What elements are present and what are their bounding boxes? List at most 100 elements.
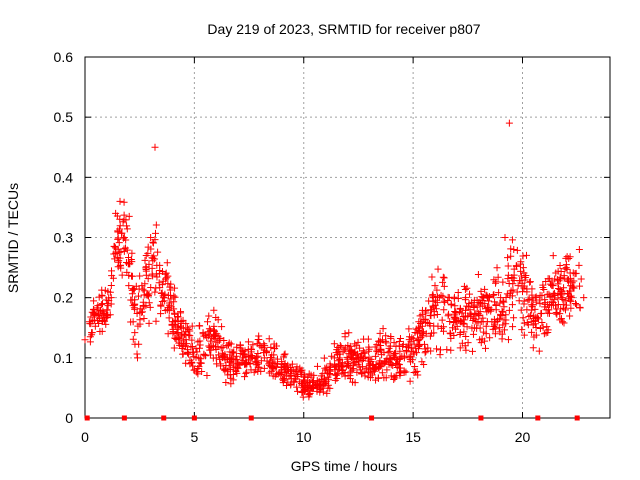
scatter-point bbox=[508, 236, 516, 244]
scatter-point bbox=[220, 337, 228, 345]
scatter-point bbox=[481, 285, 489, 293]
scatter-point bbox=[560, 284, 568, 292]
scatter-point bbox=[136, 272, 144, 280]
data-point bbox=[514, 282, 522, 290]
scatter-point bbox=[123, 225, 131, 233]
scatter-point bbox=[518, 272, 526, 280]
scatter-point bbox=[553, 309, 561, 317]
axis-ticks: 0 5 10 15 20 0 0.1 0.2 0.3 0.4 0.5 0.6 bbox=[54, 49, 610, 445]
scatter-point bbox=[450, 332, 458, 340]
scatter-point bbox=[444, 297, 452, 305]
scatter-point bbox=[572, 299, 580, 307]
data-point bbox=[435, 294, 443, 302]
scatter-point bbox=[469, 314, 477, 322]
scatter-point bbox=[538, 292, 546, 300]
data-point bbox=[558, 294, 566, 302]
data-point bbox=[370, 366, 378, 374]
scatter-point bbox=[545, 309, 553, 317]
data-point bbox=[274, 360, 281, 368]
scatter-point bbox=[568, 294, 576, 302]
scatter-point bbox=[170, 344, 178, 352]
data-point bbox=[449, 324, 456, 332]
data-point bbox=[519, 288, 526, 296]
scatter-point bbox=[345, 329, 353, 337]
scatter-point bbox=[288, 360, 296, 368]
scatter-point bbox=[155, 279, 163, 287]
scatter-point bbox=[281, 361, 289, 369]
zero-marker bbox=[369, 415, 375, 421]
scatter-point bbox=[129, 285, 137, 293]
scatter-point bbox=[446, 318, 454, 326]
scatter-point bbox=[183, 346, 191, 354]
scatter-point bbox=[565, 277, 573, 285]
scatter-point bbox=[532, 331, 540, 339]
data-point bbox=[190, 366, 198, 374]
scatter-point bbox=[216, 355, 224, 363]
data-point bbox=[94, 312, 102, 320]
scatter-point bbox=[521, 273, 529, 281]
scatter-point bbox=[128, 258, 136, 266]
scatter-point bbox=[184, 325, 192, 333]
scatter-point bbox=[501, 326, 509, 334]
scatter-point bbox=[241, 373, 249, 381]
scatter-point bbox=[495, 324, 503, 332]
scatter-point bbox=[356, 363, 364, 371]
scatter-point bbox=[552, 269, 560, 277]
data-point bbox=[247, 348, 255, 356]
scatter-point bbox=[452, 325, 460, 333]
scatter-point bbox=[200, 351, 208, 359]
scatter-point bbox=[98, 327, 106, 335]
scatter-point bbox=[450, 295, 458, 303]
scatter-point bbox=[279, 377, 287, 385]
scatter-point bbox=[413, 367, 421, 375]
data-point bbox=[379, 336, 386, 344]
scatter-point bbox=[491, 298, 499, 306]
scatter-point bbox=[134, 292, 142, 300]
scatter-point bbox=[102, 320, 110, 328]
scatter-point bbox=[219, 365, 227, 373]
data-point bbox=[295, 378, 303, 386]
zero-marker bbox=[535, 415, 541, 421]
scatter-point bbox=[440, 274, 448, 282]
x-tick-label: 0 bbox=[81, 429, 89, 445]
scatter-point bbox=[144, 290, 152, 298]
data-point bbox=[182, 342, 190, 350]
scatter-point bbox=[107, 300, 115, 308]
scatter-point bbox=[333, 374, 341, 382]
scatter-point bbox=[166, 286, 174, 294]
scatter-point bbox=[436, 346, 444, 354]
scatter-point bbox=[447, 346, 455, 354]
scatter-point bbox=[254, 349, 262, 357]
scatter-point bbox=[440, 282, 448, 290]
scatter-point bbox=[425, 297, 433, 305]
scatter-point bbox=[519, 264, 527, 272]
data-point bbox=[357, 366, 365, 374]
scatter-point bbox=[522, 251, 530, 259]
scatter-point bbox=[451, 313, 459, 321]
scatter-point bbox=[248, 353, 256, 361]
scatter-point bbox=[320, 354, 328, 362]
y-tick-label: 0.3 bbox=[54, 230, 74, 246]
scatter-point bbox=[303, 380, 311, 388]
scatter-point bbox=[490, 322, 498, 330]
scatter-point bbox=[566, 312, 574, 320]
scatter-point bbox=[431, 301, 439, 309]
scatter-point bbox=[509, 280, 517, 288]
scatter-point bbox=[158, 281, 166, 289]
zero-marker bbox=[84, 415, 90, 421]
scatter-point bbox=[418, 322, 426, 330]
data-point bbox=[217, 360, 225, 368]
data-point bbox=[527, 318, 535, 326]
scatter-point bbox=[177, 308, 185, 316]
scatter-point bbox=[334, 344, 342, 352]
scatter-point bbox=[116, 262, 124, 270]
scatter-point bbox=[147, 283, 155, 291]
data-point bbox=[440, 306, 448, 314]
scatter-point bbox=[560, 274, 568, 282]
scatter-point bbox=[518, 326, 526, 334]
data-point bbox=[536, 300, 544, 308]
scatter-point bbox=[157, 290, 165, 298]
scatter-point bbox=[277, 370, 285, 378]
scatter-point bbox=[281, 350, 289, 358]
scatter-point bbox=[118, 271, 126, 279]
